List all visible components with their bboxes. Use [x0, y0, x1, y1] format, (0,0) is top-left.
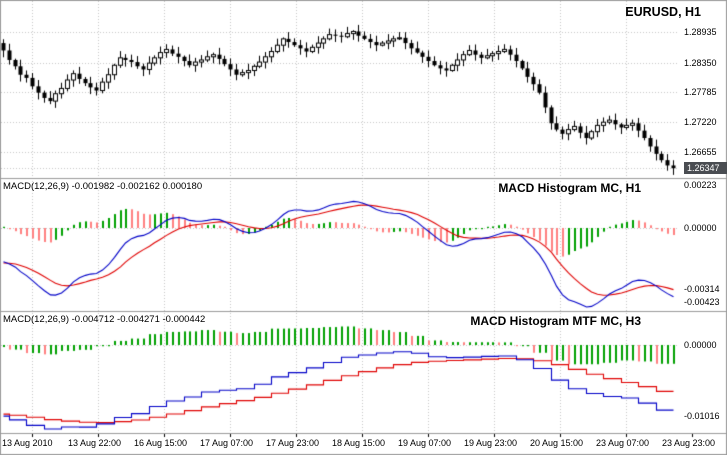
macd-h3-values-label: MACD(12,26,9) -0.004712 -0.004271 -0.000… [3, 314, 206, 325]
macd-h1-tick-label: 0.00000 [684, 223, 717, 233]
time-axis-label: 16 Aug 15:00 [134, 438, 188, 448]
macd-h3-panel-title: MACD Histogram MTF MC, H3 [470, 314, 641, 328]
time-axis-label: 13 Aug 22:00 [68, 438, 122, 448]
time-axis-label: 13 Aug 2010 [2, 438, 53, 448]
time-axis-label: 23 Aug 07:00 [596, 438, 650, 448]
macd-h1-tick-label: 0.00223 [684, 180, 717, 190]
price-tick-label: 1.27220 [684, 117, 717, 127]
time-axis-label: 20 Aug 15:00 [530, 438, 584, 448]
price-tick-label: 1.26655 [684, 147, 717, 157]
symbol-timeframe-label: EURUSD, H1 [625, 5, 701, 19]
price-tick-label: 1.27785 [684, 87, 717, 97]
price-tick-label: 1.28350 [684, 58, 717, 68]
time-axis-label: 17 Aug 23:00 [266, 438, 320, 448]
time-axis[interactable]: 13 Aug 2010 13 Aug 22:00 16 Aug 15:00 17 Au… [0, 434, 727, 455]
macd-h1-values-label: MACD(12,26,9) -0.001982 -0.002162 0.0001… [3, 181, 203, 192]
macd-h1-tick-label: -0.00423 [684, 297, 720, 307]
price-scale[interactable]: 1.28935 1.28350 1.27785 1.27220 1.26655 0.002… [679, 0, 727, 434]
macd-h1-panel-title: MACD Histogram MC, H1 [498, 181, 641, 195]
macd-h3-tick-label: 0.00000 [684, 340, 717, 350]
current-price-badge: 1.26347 [684, 162, 727, 174]
macd-h3-tick-label: -0.01016 [684, 411, 720, 421]
price-tick-label: 1.28935 [684, 27, 717, 37]
time-axis-label: 17 Aug 07:00 [200, 438, 254, 448]
time-axis-label: 23 Aug 23:00 [662, 438, 716, 448]
time-axis-label: 19 Aug 23:00 [464, 438, 518, 448]
time-axis-label: 19 Aug 07:00 [398, 438, 452, 448]
macd-h1-tick-label: -0.00314 [684, 284, 720, 294]
time-axis-label: 18 Aug 15:00 [332, 438, 386, 448]
